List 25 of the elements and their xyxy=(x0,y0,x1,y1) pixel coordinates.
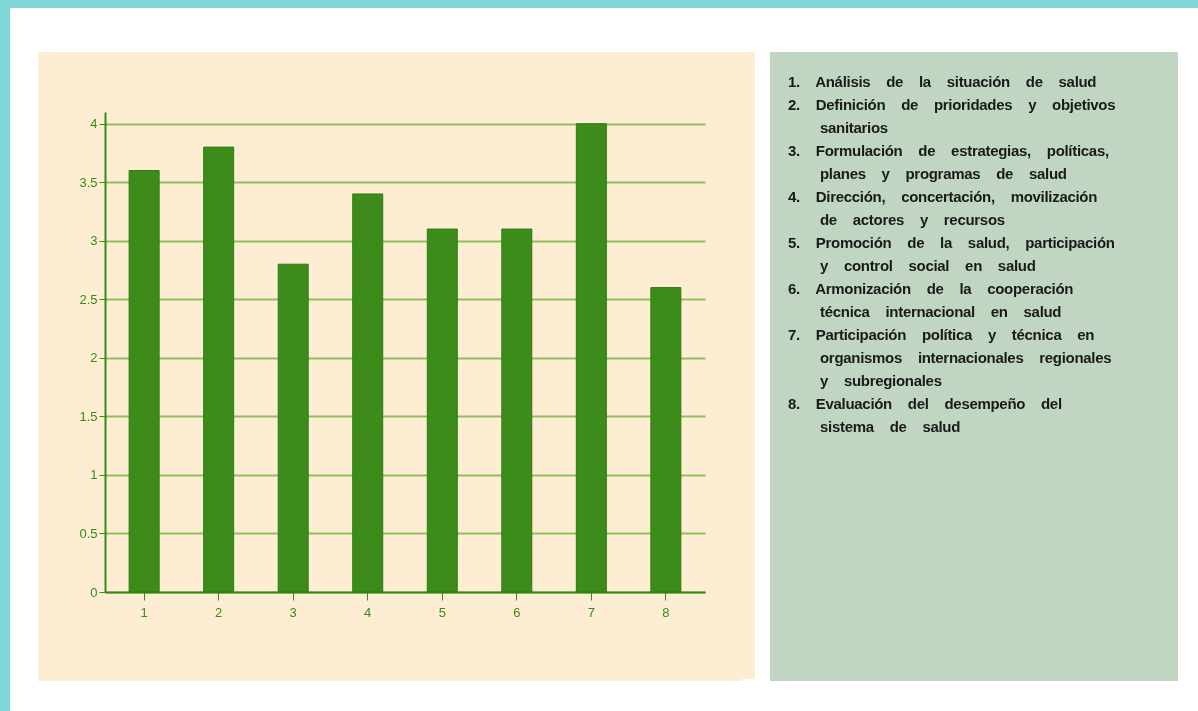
y-tick-label: 0.5 xyxy=(79,525,98,541)
x-tick-label: 7 xyxy=(587,604,595,620)
y-tick-label: 2 xyxy=(90,350,98,366)
x-tick-label: 1 xyxy=(140,604,148,620)
y-tick-label: 1.5 xyxy=(79,408,98,424)
text: 4. Dirección, concertación, movilización de actores y recursos xyxy=(788,187,1099,230)
text: 3. Formulación de estrategias, políticas, planes y programas de salud xyxy=(788,141,1110,184)
text: 1. Análisis de la situación de salud xyxy=(788,72,1098,92)
x-tick-label: 4 xyxy=(364,604,372,620)
x-tick-label: 3 xyxy=(289,604,297,620)
x-tick-label: 6 xyxy=(513,604,521,620)
y-tick-label: 2.5 xyxy=(79,291,98,307)
text: 5. Promoción de la salud, participación y control social en salud xyxy=(788,233,1116,276)
y-tick-label: 1 xyxy=(90,467,98,483)
text: 2. Definición de prioridades y objetivos sanitarios xyxy=(788,95,1117,138)
x-tick-label: 5 xyxy=(438,604,446,620)
y-tick-label: 0 xyxy=(90,584,98,600)
text: 6. Armonización de la cooperación técnica internacional en salud xyxy=(788,279,1075,322)
y-tick-label: 4 xyxy=(90,116,98,132)
y-tick-label: 3 xyxy=(90,233,98,249)
x-tick-label: 2 xyxy=(215,604,223,620)
y-tick-label: 3.5 xyxy=(79,174,98,190)
text: 7. Participación política y técnica en organismos internacionales regionales y subregionales xyxy=(788,325,1113,391)
text: 8. Evaluación del desempeño del sistema de salud xyxy=(788,394,1063,437)
x-tick-label: 8 xyxy=(662,604,670,620)
